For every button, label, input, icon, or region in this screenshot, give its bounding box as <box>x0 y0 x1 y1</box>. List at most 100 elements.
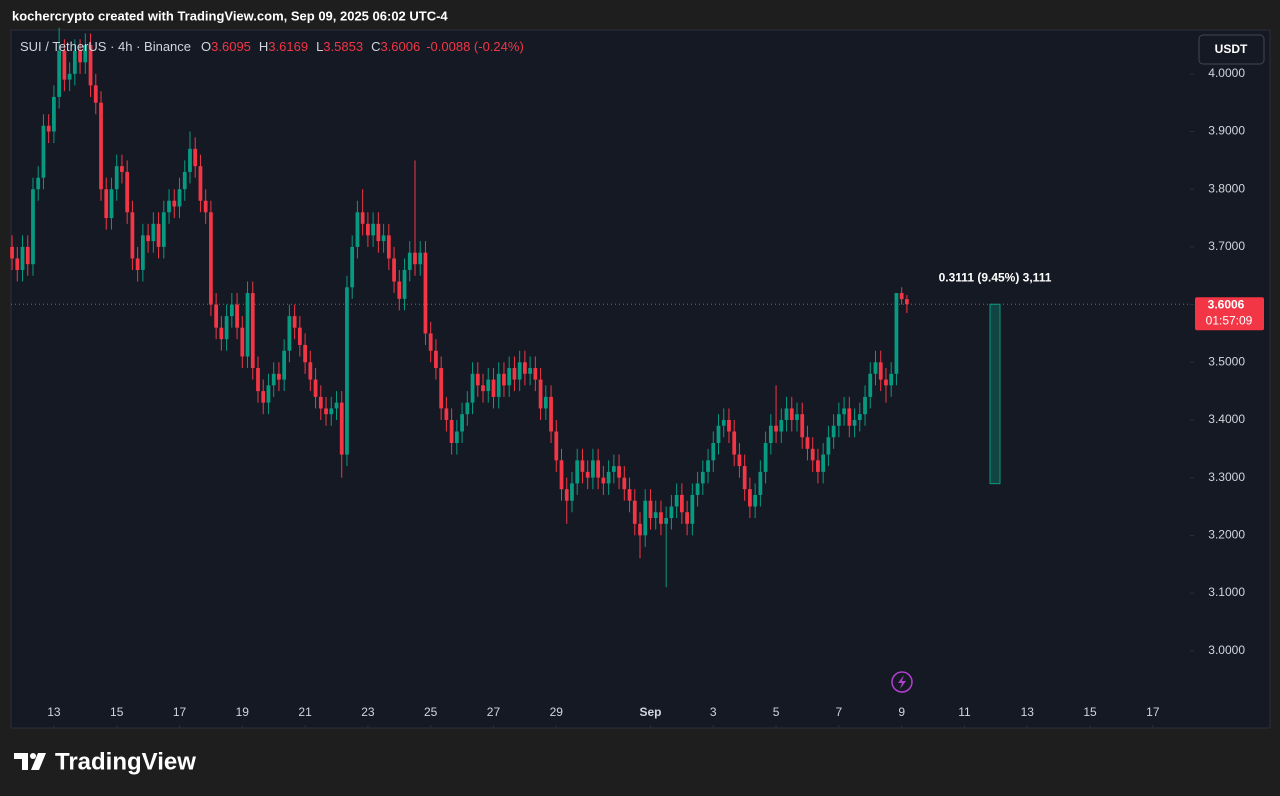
candle-body <box>768 425 773 444</box>
candle-body <box>758 471 763 495</box>
candle-body <box>774 425 778 432</box>
candle-body <box>842 408 846 415</box>
candle-body <box>496 373 501 397</box>
y-tick-label: 3.9000 <box>1208 124 1245 138</box>
candle-body <box>905 299 909 305</box>
candle-body <box>240 327 245 357</box>
candle-body <box>538 379 543 409</box>
candle-body <box>271 373 276 386</box>
candle-body <box>224 316 229 340</box>
candle-body <box>549 396 553 432</box>
x-tick-label: 25 <box>424 705 438 719</box>
x-tick-label: 3 <box>710 705 717 719</box>
candle-body <box>329 408 334 415</box>
candle-body <box>836 414 841 426</box>
candle-body <box>235 304 239 328</box>
ohlc-label: O <box>201 39 211 54</box>
logo-mark <box>14 753 28 770</box>
candle-body <box>685 512 689 524</box>
candle-body <box>57 50 62 97</box>
symbol: SUI / TetherUS · 4h · Binance <box>20 39 191 54</box>
y-tick-label: 3.8000 <box>1208 181 1245 195</box>
alert-circle <box>891 671 913 693</box>
plot <box>10 27 1190 588</box>
candle-body <box>418 252 423 265</box>
chart-panel <box>10 29 1271 729</box>
candle-body <box>889 373 894 386</box>
candle-body <box>507 368 512 386</box>
candle-body <box>266 385 271 403</box>
y-tick-label: 3.1000 <box>1208 585 1245 599</box>
candle-body <box>297 327 302 345</box>
candle-body <box>695 483 700 495</box>
y-tick-label: 3.2000 <box>1208 528 1245 542</box>
candle-body <box>643 500 648 536</box>
candle-body <box>350 246 355 288</box>
x-tick-label: 13 <box>1021 705 1035 719</box>
candle-body <box>167 200 171 213</box>
candle-body <box>884 379 888 386</box>
measure-label: 0.3111 (9.45%) 3,111 <box>939 270 1052 284</box>
candle-body <box>669 506 674 519</box>
candle-body <box>366 223 370 236</box>
candle-body <box>125 171 130 213</box>
alert-bolt <box>898 675 906 689</box>
candle-body <box>716 425 721 444</box>
candle-body <box>88 44 93 86</box>
x-tick-label: 17 <box>173 705 187 719</box>
candle-body <box>444 408 449 420</box>
currency-button[interactable] <box>1198 34 1265 65</box>
candle-body <box>334 402 339 409</box>
candle-body <box>789 408 794 420</box>
logo-dot <box>30 753 36 759</box>
candle-body <box>376 223 381 242</box>
candle-body <box>831 425 836 438</box>
candle-body <box>25 246 30 265</box>
last-price-box <box>1195 297 1264 331</box>
candle-body <box>659 512 663 524</box>
candle-body <box>805 437 810 449</box>
candle-body <box>721 419 726 426</box>
candle-body <box>130 212 135 259</box>
candle-body <box>402 269 407 299</box>
candle-body <box>193 148 198 167</box>
candle-body <box>198 166 203 201</box>
brand: TradingView <box>55 748 196 775</box>
ohlc-value: 3.6095 <box>211 39 251 54</box>
candle-body <box>753 494 758 507</box>
candle-body <box>763 443 768 472</box>
candle-body <box>873 362 878 374</box>
candle-body <box>182 171 187 190</box>
candle-body <box>135 258 140 270</box>
candle-body <box>533 368 538 380</box>
last-price-label: 3.6006 <box>1208 297 1245 311</box>
candle-body <box>502 373 506 386</box>
candle-body <box>554 431 559 461</box>
candle-body <box>491 379 496 397</box>
alert-icon <box>891 671 913 693</box>
candle-body <box>648 500 653 519</box>
candle-body <box>339 402 344 455</box>
candle-body <box>564 489 569 501</box>
candle-body <box>580 460 585 472</box>
candle-body <box>611 466 616 472</box>
candle-body <box>779 419 784 432</box>
candle-body <box>20 246 25 270</box>
candle-body <box>261 391 266 403</box>
candle-body <box>313 379 318 397</box>
candle-body <box>878 362 883 380</box>
x-tick-label: 27 <box>487 705 501 719</box>
candle-body <box>245 293 250 357</box>
candle-body <box>899 293 904 300</box>
y-tick-label: 3.4000 <box>1208 412 1245 426</box>
x-tick-label: 13 <box>47 705 61 719</box>
candle-body <box>360 212 365 224</box>
candle-body <box>795 414 799 420</box>
candle-body <box>810 448 815 461</box>
x-tick-label: 21 <box>298 705 312 719</box>
candle-body <box>355 212 360 247</box>
candle-body <box>481 385 485 392</box>
candle-body <box>617 466 621 478</box>
